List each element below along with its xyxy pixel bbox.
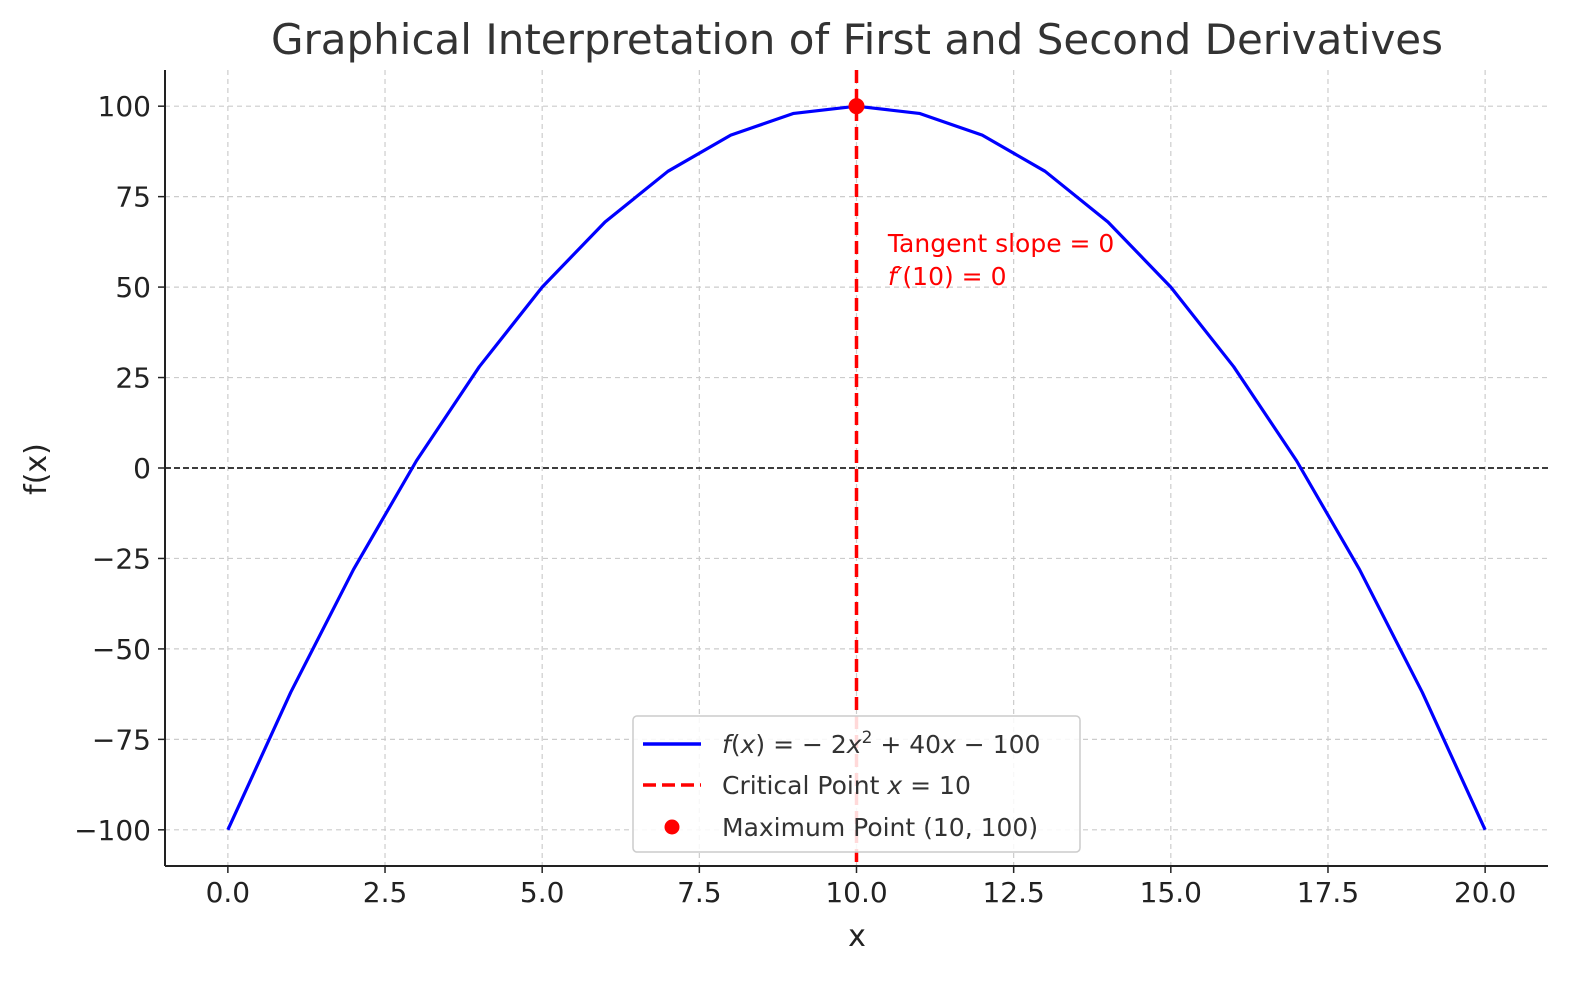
x-tick-label: 17.5 (1297, 876, 1359, 909)
x-tick-label: 0.0 (206, 876, 251, 909)
annotation-fprime: f′ (888, 262, 903, 291)
legend-curve-x3: x (940, 730, 956, 759)
x-tick-label: 5.0 (520, 876, 565, 909)
legend-curve-eq: ) = − 2 (755, 730, 846, 759)
legend-curve-paren: ( (731, 730, 741, 759)
legend-curve-tail: − 100 (956, 730, 1041, 759)
y-ticks: −100 −75 −50 −25 0 25 50 75 100 (74, 90, 165, 847)
legend-curve-exp: 2 (862, 728, 873, 748)
x-tick-label: 15.0 (1140, 876, 1202, 909)
x-tick-label: 20.0 (1454, 876, 1516, 909)
legend-curve-x: x (740, 730, 756, 759)
x-tick-label: 7.5 (677, 876, 722, 909)
legend-label-maximum: Maximum Point (10, 100) (722, 813, 1038, 842)
legend-curve-plus: + 40 (872, 730, 941, 759)
x-axis-label: x (848, 919, 866, 954)
annotation-fprime-rest: (10) = 0 (902, 262, 1006, 291)
y-tick-label: 75 (115, 181, 151, 214)
legend-box (632, 715, 1081, 853)
y-tick-label: 100 (98, 90, 151, 123)
y-axis-label: f(x) (19, 443, 54, 495)
series-layer (226, 70, 1487, 866)
y-tick-label: −75 (92, 723, 151, 756)
x-tick-label: 12.5 (982, 876, 1044, 909)
x-ticks: 0.0 2.5 5.0 7.5 10.0 12.5 15.0 17.5 20.0 (206, 866, 1516, 909)
x-tick-label: 10.0 (825, 876, 887, 909)
legend-item-maximum: Maximum Point (10, 100) (664, 813, 1038, 842)
legend-item-critical: Critical Point x = 10 (643, 771, 971, 800)
y-tick-label: −50 (92, 633, 151, 666)
y-tick-label: −25 (92, 542, 151, 575)
legend-curve-x2: x (846, 730, 862, 759)
legend-critical-tail: = 10 (902, 771, 971, 800)
legend-item-curve: f(x) = − 2x2 + 40x − 100 (643, 728, 1040, 759)
annotation-derivative-value: f′(10) = 0 (888, 262, 1007, 291)
maximum-point (848, 98, 865, 115)
y-tick-label: 0 (133, 452, 151, 485)
annotation: Tangent slope = 0 f′(10) = 0 (887, 229, 1114, 291)
legend-critical-x: x (886, 771, 902, 800)
y-tick-label: 25 (115, 362, 151, 395)
legend-label-curve: f(x) = − 2x2 + 40x − 100 (722, 728, 1040, 759)
annotation-tangent-slope: Tangent slope = 0 (887, 229, 1114, 258)
legend-label-critical: Critical Point x = 10 (722, 771, 971, 800)
y-tick-label: −100 (74, 814, 151, 847)
chart-title: Graphical Interpretation of First and Se… (271, 15, 1443, 64)
y-tick-label: 50 (115, 271, 151, 304)
x-tick-label: 2.5 (363, 876, 408, 909)
legend: f(x) = − 2x2 + 40x − 100 Critical Point … (632, 715, 1081, 853)
legend-swatch-maximum (664, 819, 680, 835)
legend-critical-text: Critical Point (722, 771, 887, 800)
